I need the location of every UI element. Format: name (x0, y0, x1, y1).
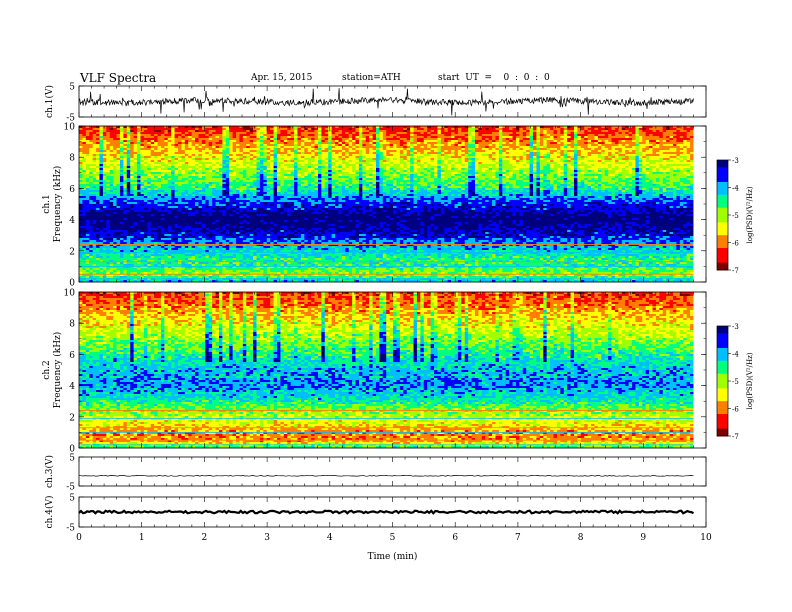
vlf-figure: -3-4-5-6-7log(PSD)(V²/Hz)-3-4-5-6-7log(P… (0, 0, 792, 612)
spectrogram-cells-ch1 (79, 126, 694, 282)
spectrogram-layer (79, 126, 728, 448)
